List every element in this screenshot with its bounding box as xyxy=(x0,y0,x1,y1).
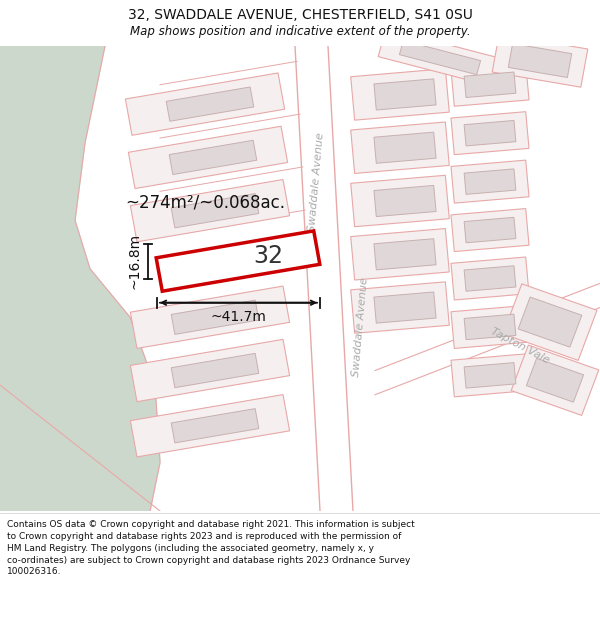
Polygon shape xyxy=(166,87,254,121)
Text: Tapton Vale: Tapton Vale xyxy=(489,327,551,366)
Polygon shape xyxy=(451,306,529,349)
Polygon shape xyxy=(378,29,502,87)
Polygon shape xyxy=(169,140,257,174)
Text: 32, SWADDALE AVENUE, CHESTERFIELD, S41 0SU: 32, SWADDALE AVENUE, CHESTERFIELD, S41 0… xyxy=(128,8,472,22)
Text: Swaddale Avenue: Swaddale Avenue xyxy=(307,131,326,232)
Polygon shape xyxy=(0,46,160,511)
Polygon shape xyxy=(171,409,259,443)
Polygon shape xyxy=(508,44,572,78)
Polygon shape xyxy=(464,72,516,98)
Polygon shape xyxy=(130,179,290,242)
Polygon shape xyxy=(374,239,436,270)
Polygon shape xyxy=(351,69,449,120)
Polygon shape xyxy=(451,160,529,203)
Polygon shape xyxy=(451,112,529,155)
Polygon shape xyxy=(526,358,584,402)
Polygon shape xyxy=(374,186,436,216)
Polygon shape xyxy=(400,41,481,74)
Text: 32: 32 xyxy=(253,244,283,268)
Polygon shape xyxy=(464,362,516,388)
Polygon shape xyxy=(451,63,529,106)
Polygon shape xyxy=(156,231,320,291)
Polygon shape xyxy=(171,194,259,228)
Polygon shape xyxy=(374,79,436,110)
Polygon shape xyxy=(451,354,529,397)
Polygon shape xyxy=(171,300,259,334)
Polygon shape xyxy=(464,314,516,339)
Polygon shape xyxy=(375,283,600,395)
Text: ~41.7m: ~41.7m xyxy=(211,311,266,324)
Text: ~274m²/~0.068ac.: ~274m²/~0.068ac. xyxy=(125,194,285,212)
Polygon shape xyxy=(464,266,516,291)
Polygon shape xyxy=(518,297,582,347)
Polygon shape xyxy=(125,73,284,135)
Text: Map shows position and indicative extent of the property.: Map shows position and indicative extent… xyxy=(130,25,470,38)
Text: Swaddale Avenue: Swaddale Avenue xyxy=(351,277,370,377)
Polygon shape xyxy=(464,121,516,146)
Polygon shape xyxy=(130,286,290,348)
Polygon shape xyxy=(130,394,290,457)
Polygon shape xyxy=(171,353,259,388)
Polygon shape xyxy=(464,217,516,242)
Polygon shape xyxy=(128,126,287,189)
Text: ~16.8m: ~16.8m xyxy=(128,233,142,289)
Polygon shape xyxy=(351,229,449,280)
Polygon shape xyxy=(464,169,516,194)
Polygon shape xyxy=(351,175,449,227)
Polygon shape xyxy=(451,257,529,300)
Polygon shape xyxy=(503,284,597,361)
Polygon shape xyxy=(295,46,353,511)
Polygon shape xyxy=(492,34,588,87)
Polygon shape xyxy=(351,282,449,333)
Polygon shape xyxy=(451,209,529,252)
Polygon shape xyxy=(374,132,436,163)
Text: Contains OS data © Crown copyright and database right 2021. This information is : Contains OS data © Crown copyright and d… xyxy=(7,520,415,576)
Polygon shape xyxy=(374,292,436,323)
Polygon shape xyxy=(351,122,449,174)
Polygon shape xyxy=(130,339,290,402)
Polygon shape xyxy=(511,345,599,416)
